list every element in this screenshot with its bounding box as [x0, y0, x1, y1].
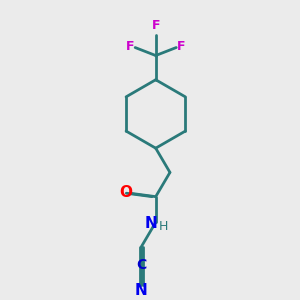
Text: H: H [159, 220, 168, 233]
Text: F: F [126, 40, 134, 52]
Text: F: F [152, 19, 160, 32]
Text: N: N [134, 283, 147, 298]
Text: O: O [119, 185, 132, 200]
Text: C: C [136, 258, 146, 272]
Text: N: N [144, 216, 157, 231]
Text: F: F [177, 40, 186, 52]
